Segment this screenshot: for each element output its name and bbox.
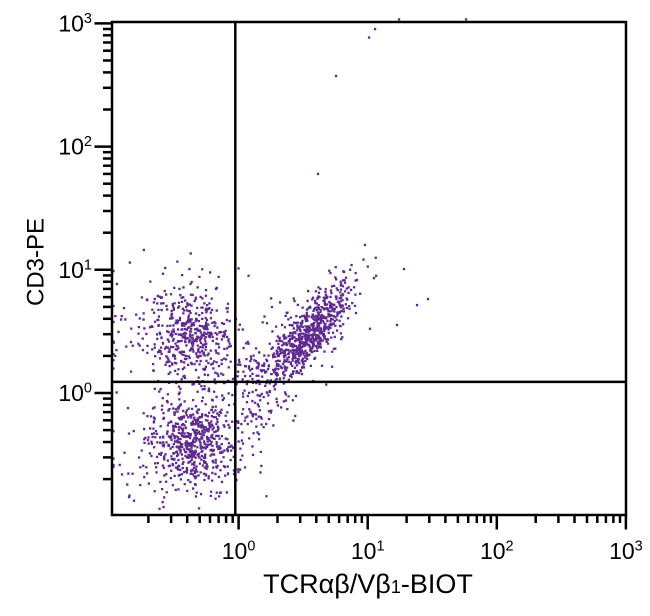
svg-text:TCRαβ/Vβ1-BIOT: TCRαβ/Vβ1-BIOT [263,569,473,599]
svg-text:102: 102 [58,134,92,160]
svg-text:CD3-PE: CD3-PE [23,218,50,306]
svg-text:101: 101 [58,257,92,283]
